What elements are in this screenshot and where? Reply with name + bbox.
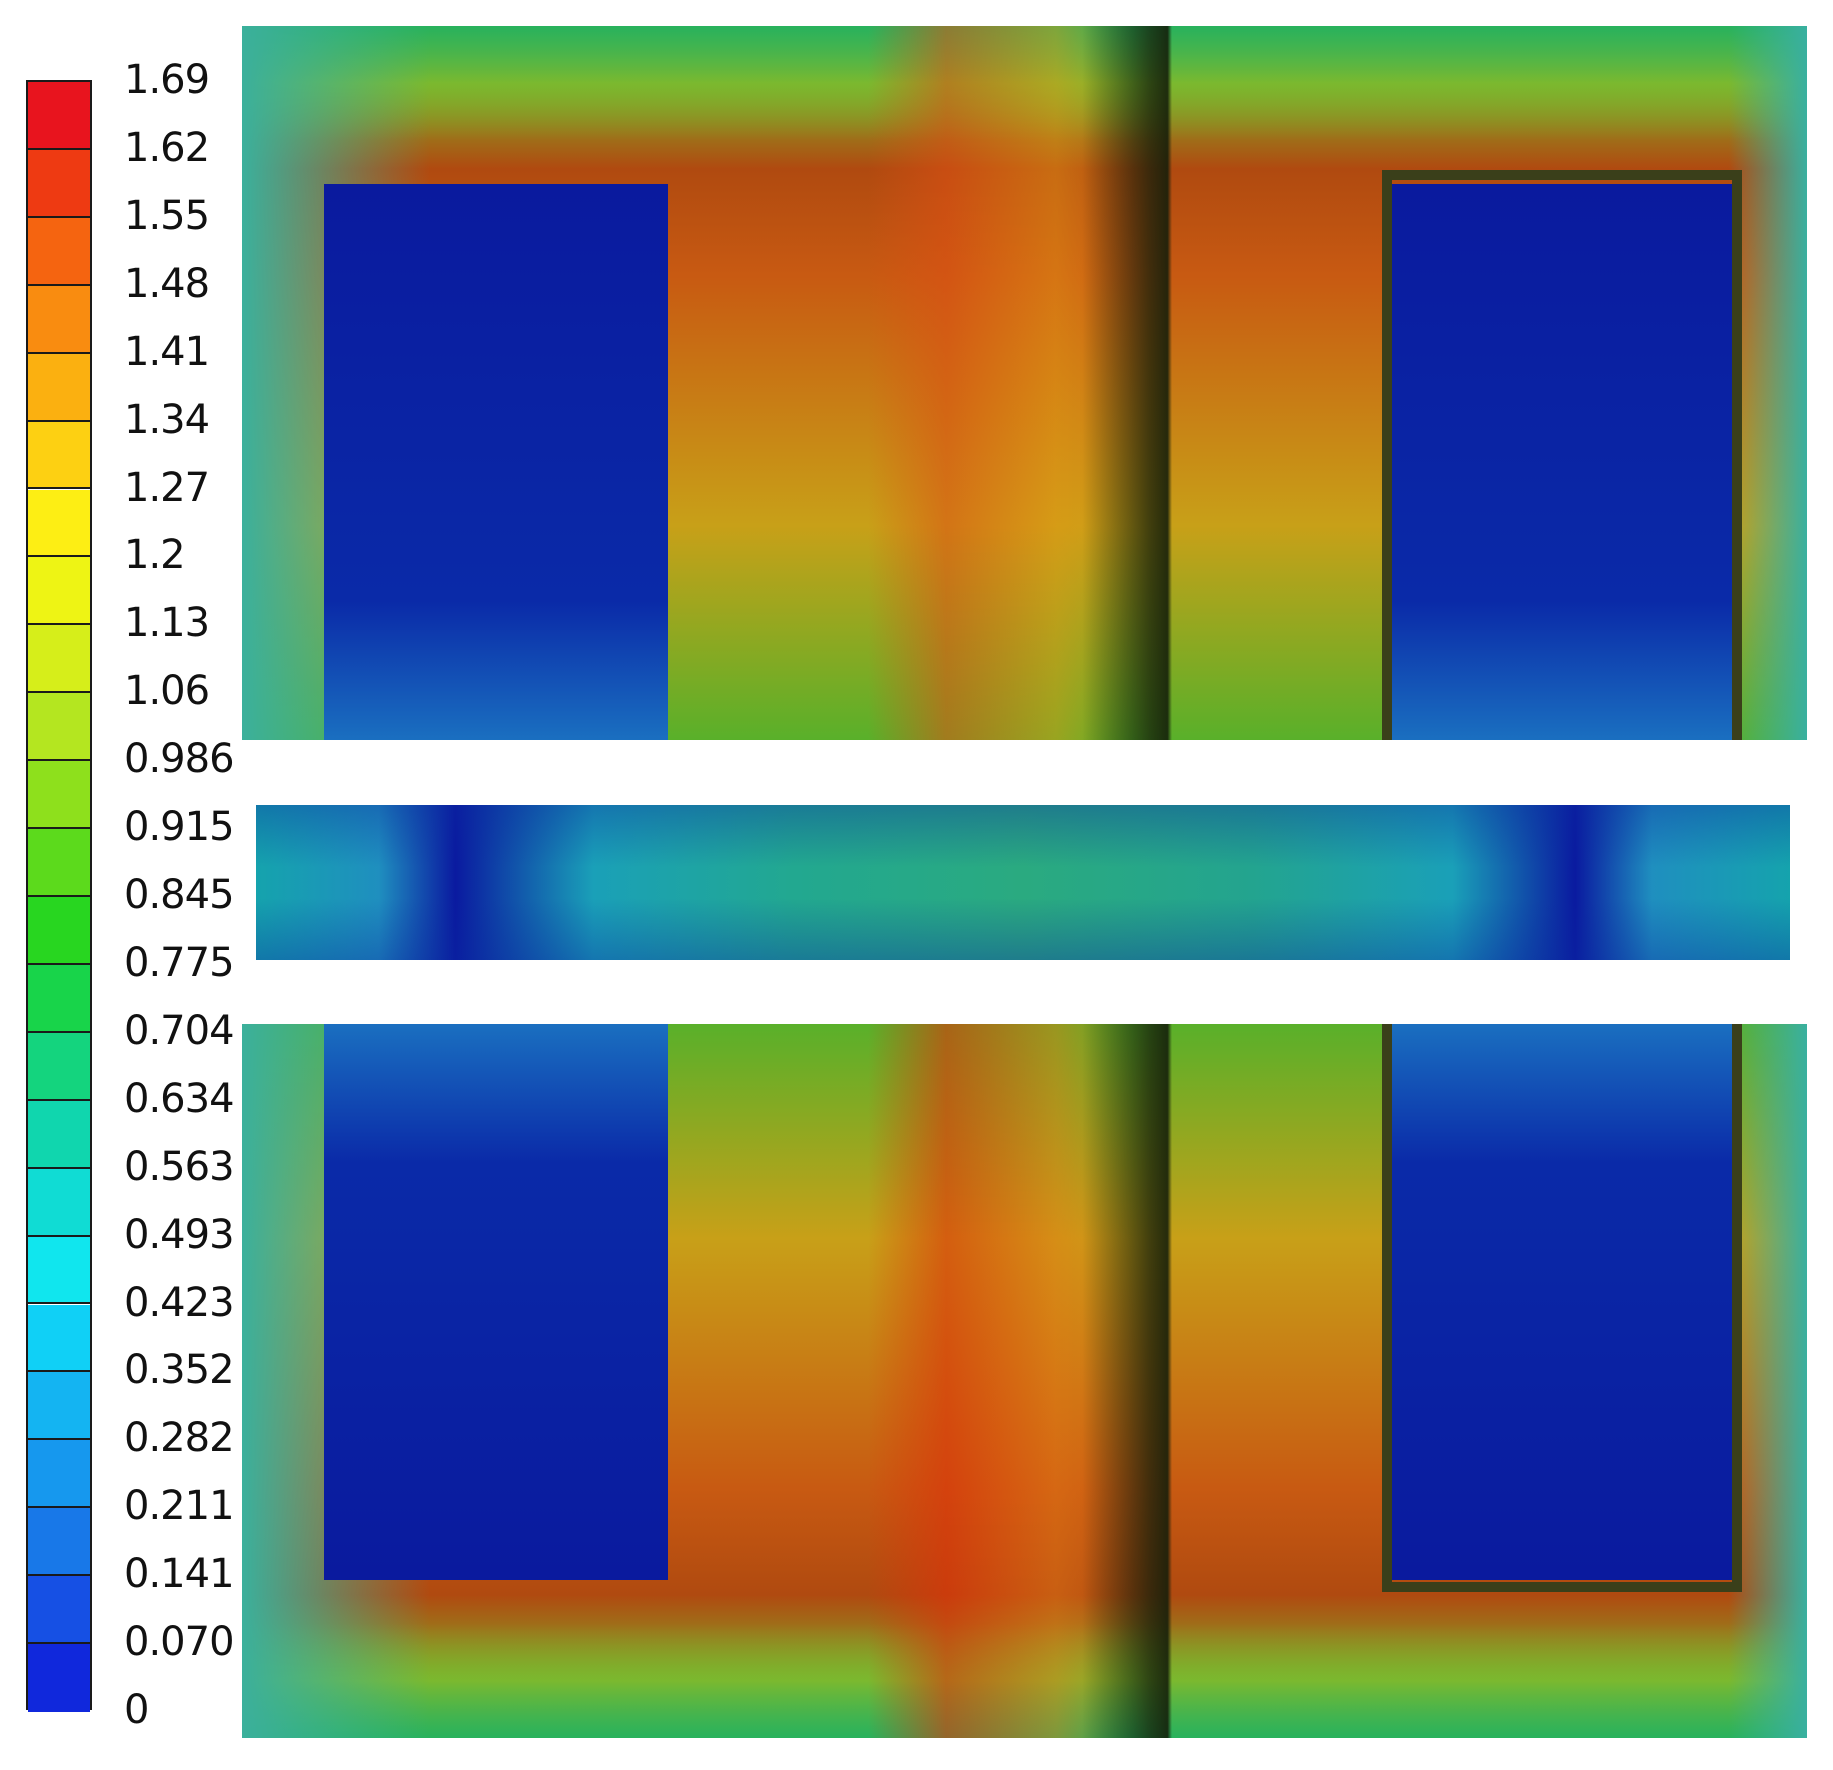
colorbar-tick-label: 1.48 bbox=[124, 260, 210, 307]
colorbar-tick-label: 1.69 bbox=[124, 57, 210, 103]
colorbar-tick-label: 0.704 bbox=[124, 1007, 235, 1054]
colorbar-swatch bbox=[28, 1168, 90, 1237]
colorbar-swatch bbox=[28, 353, 90, 422]
colorbar-swatch bbox=[28, 1372, 90, 1441]
colorbar-swatch bbox=[28, 1644, 90, 1712]
field-panel-bottom bbox=[242, 1024, 1807, 1738]
colorbar-swatch bbox=[28, 1304, 90, 1373]
blue-block-bottom-left bbox=[324, 1024, 668, 1580]
dark-seam-bottom bbox=[1082, 1024, 1172, 1738]
colorbar-swatch bbox=[28, 489, 90, 558]
colorbar-tick-label: 1.41 bbox=[124, 328, 210, 375]
colorbar-tick-label: 1.55 bbox=[124, 192, 210, 239]
dark-seam-top bbox=[1082, 26, 1172, 740]
colorbar-tick-label: 0.211 bbox=[124, 1483, 235, 1530]
colorbar-swatch bbox=[28, 82, 90, 150]
blue-block-top-left bbox=[324, 184, 668, 740]
colorbar-swatch bbox=[28, 1576, 90, 1645]
colorbar-tick-label: 0.634 bbox=[124, 1075, 235, 1122]
colorbar-tick-label: 1.62 bbox=[124, 124, 210, 171]
colorbar-swatch bbox=[28, 897, 90, 965]
colorbar-swatch bbox=[28, 149, 90, 218]
colorbar-tick-label: 1.2 bbox=[124, 532, 186, 579]
colorbar-tick-label: 1.13 bbox=[124, 600, 210, 647]
colorbar-swatch bbox=[28, 1100, 90, 1169]
colorbar-tick-label: 0.352 bbox=[124, 1347, 235, 1394]
colorbar-swatch bbox=[28, 1032, 90, 1101]
colorbar-swatch bbox=[28, 1440, 90, 1509]
colorbar-swatch bbox=[28, 625, 90, 694]
field-panel-top bbox=[242, 26, 1807, 740]
colorbar-tick-label: 0.915 bbox=[124, 804, 235, 851]
blue-block-bottom-right bbox=[1392, 1024, 1732, 1580]
colorbar-tick-label: 1.34 bbox=[124, 396, 210, 443]
colorbar-tick-label: 0.141 bbox=[124, 1551, 235, 1598]
colorbar-tick-label: 0.563 bbox=[124, 1143, 235, 1190]
colorbar-tick-label: 0.845 bbox=[124, 872, 235, 918]
colorbar-tick-label: 0.493 bbox=[124, 1211, 235, 1258]
colorbar bbox=[26, 80, 92, 1712]
colorbar-labels: 1.69 1.62 1.55 1.48 1.41 1.34 1.27 1.2 1.13 1.06 0… bbox=[124, 57, 244, 1733]
blue-block-top-right bbox=[1392, 184, 1732, 740]
colorbar-swatch bbox=[28, 829, 90, 897]
colorbar-tick-label: 0.070 bbox=[124, 1619, 235, 1666]
colorbar-swatch bbox=[28, 1508, 90, 1577]
colorbar-tick-label: 1.06 bbox=[124, 668, 210, 715]
colorbar-swatch bbox=[28, 693, 90, 762]
colorbar-tick-label: 0.282 bbox=[124, 1415, 235, 1462]
colorbar-tick-label: 1.27 bbox=[124, 464, 210, 511]
colorbar-tick-label: 0 bbox=[124, 1687, 149, 1733]
field-panel-middle bbox=[256, 805, 1790, 960]
colorbar-tick-label: 0.775 bbox=[124, 939, 235, 986]
colorbar-swatch bbox=[28, 1236, 90, 1305]
colorbar-swatch bbox=[28, 217, 90, 286]
colorbar-tick-label: 0.423 bbox=[124, 1279, 235, 1326]
colorbar-swatch bbox=[28, 761, 90, 830]
colorbar-swatch bbox=[28, 285, 90, 354]
colorbar-swatch bbox=[28, 964, 90, 1033]
colorbar-swatch bbox=[28, 557, 90, 626]
colorbar-swatch bbox=[28, 421, 90, 490]
colorbar-tick-label: 0.986 bbox=[124, 736, 235, 783]
